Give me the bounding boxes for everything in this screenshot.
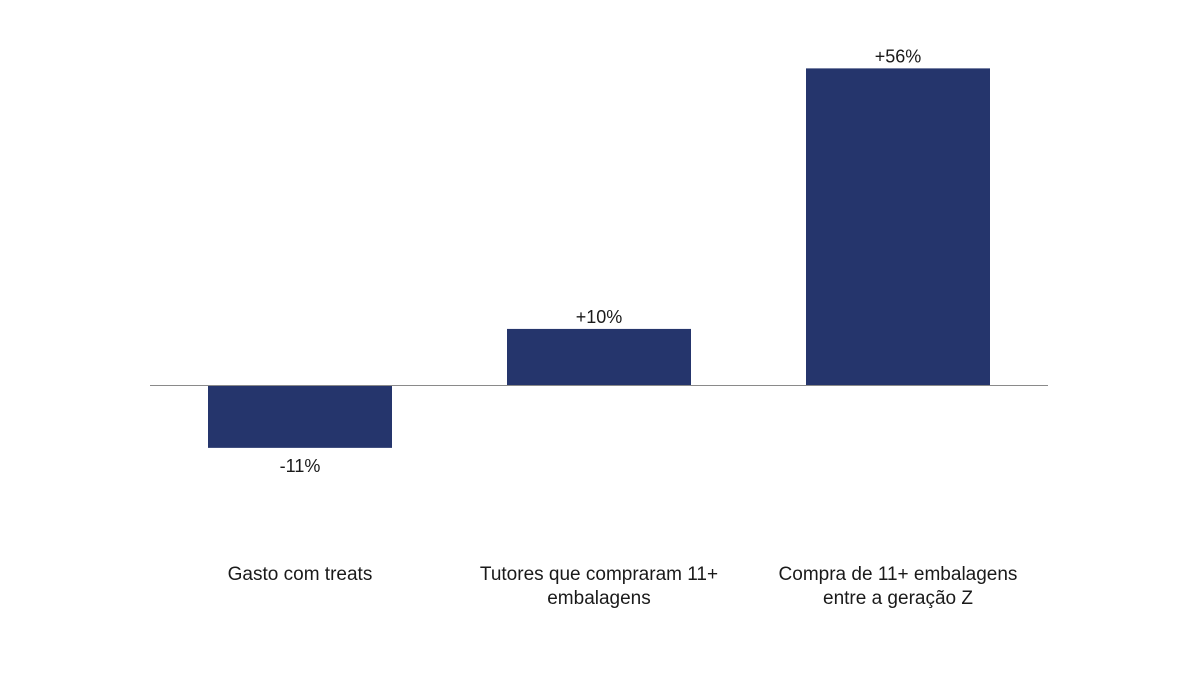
category-label-line: entre a geração Z [823,588,973,609]
data-label-1: -11% [280,456,321,476]
category-label-2: Tutores que compraram 11+ embalagens [480,564,718,609]
category-label-3: Compra de 11+ embalagens entre a geração … [779,564,1018,609]
category-label-line: Compra de 11+ embalagens [779,564,1018,585]
category-labels-layer: Gasto com treats Tutores que compraram 11… [228,564,1018,609]
data-labels-layer: -11% +10% +56% [280,46,922,475]
category-label-line: Gasto com treats [228,564,373,585]
bars-layer [208,68,990,448]
category-label-line: Tutores que compraram 11+ [480,564,718,585]
data-label-2: +10% [576,307,623,327]
category-label-1: Gasto com treats [228,564,373,585]
data-label-3: +56% [875,46,922,66]
bar-2 [507,328,691,386]
bar-1 [208,385,392,448]
category-label-line: embalagens [547,588,651,609]
bar-3 [806,68,990,386]
